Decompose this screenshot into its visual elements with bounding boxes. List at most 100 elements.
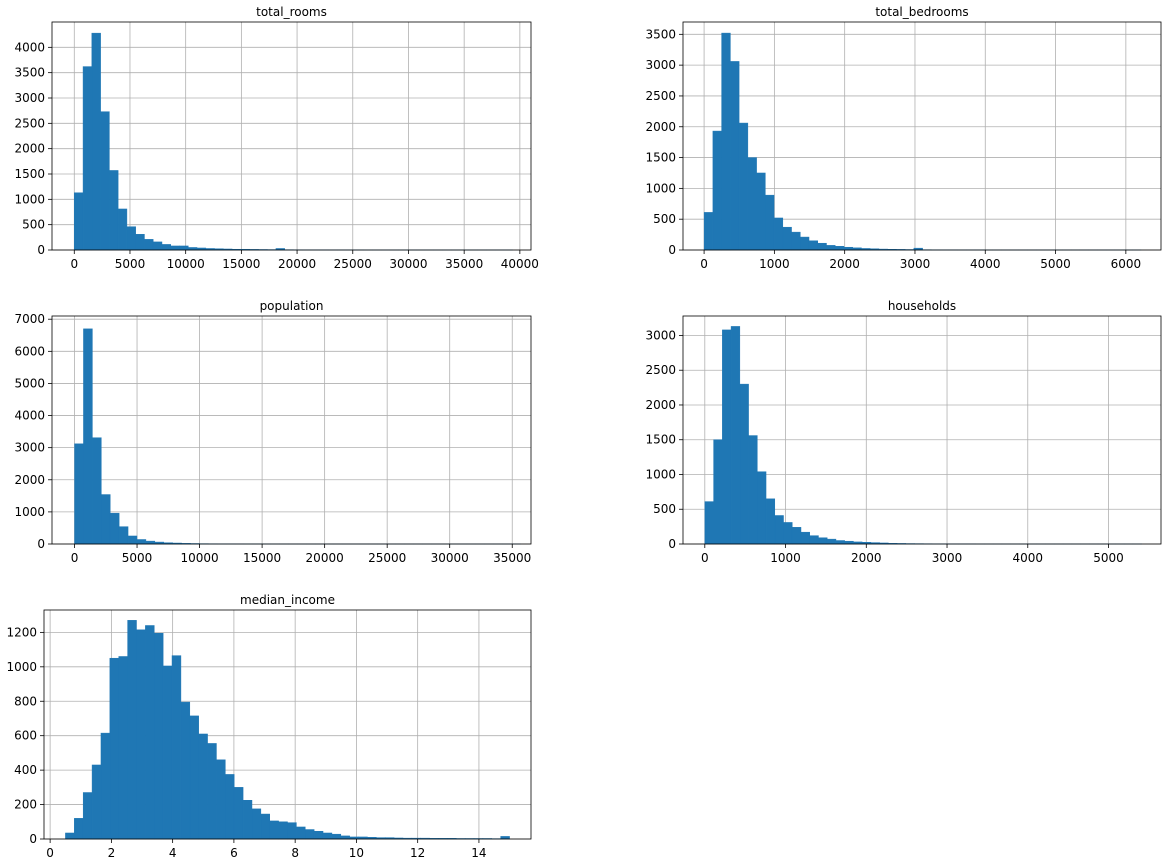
y-tick-label: 4000 <box>14 40 45 54</box>
histogram-bar <box>843 246 853 251</box>
histogram-bar <box>322 832 333 840</box>
histogram-bar <box>152 241 163 251</box>
x-tick-label: 0 <box>701 551 709 565</box>
y-tick-label: 1000 <box>6 660 37 674</box>
histogram-bar <box>154 632 164 840</box>
y-tick-label: 200 <box>14 798 37 812</box>
histogram-bar <box>800 236 810 251</box>
x-tick-label: 0 <box>71 551 79 565</box>
histogram-bar <box>179 245 189 251</box>
histogram-bar <box>145 625 155 840</box>
y-tick-label: 1200 <box>6 625 37 639</box>
histogram-bar <box>109 170 119 251</box>
histogram-bar <box>109 657 119 840</box>
x-tick-label: 25000 <box>334 257 372 271</box>
y-tick-label: 400 <box>14 763 37 777</box>
histogram-bar <box>171 655 182 840</box>
y-tick-label: 0 <box>668 537 676 551</box>
histogram-bar <box>756 172 766 251</box>
histogram-bar <box>74 192 84 251</box>
x-tick-label: 35000 <box>445 257 483 271</box>
histogram-bar <box>748 435 758 545</box>
y-tick-label: 2000 <box>14 142 45 156</box>
histogram-bar <box>127 535 138 545</box>
x-tick-label: 40000 <box>501 257 539 271</box>
x-tick-label: 25000 <box>368 551 406 565</box>
x-tick-label: 15000 <box>222 257 260 271</box>
histogram-bar <box>791 527 802 545</box>
histogram-bar <box>100 111 110 251</box>
histogram-bar <box>835 540 845 545</box>
axes-frame <box>51 315 532 545</box>
x-tick-label: 5000 <box>1040 257 1071 271</box>
histogram-bar <box>251 808 262 840</box>
histogram-bar <box>136 629 146 840</box>
histogram-bar <box>747 157 757 251</box>
y-tick-label: 1500 <box>14 167 45 181</box>
histogram-bar <box>340 835 350 840</box>
histogram-bar <box>738 122 749 251</box>
histogram-bar <box>703 212 714 251</box>
y-tick-label: 0 <box>29 832 37 846</box>
histogram-bar <box>774 515 784 545</box>
x-tick-label: 4000 <box>1013 551 1044 565</box>
histogram-bar <box>713 439 723 545</box>
y-tick-label: 2500 <box>645 363 676 377</box>
histogram-bar <box>722 329 732 545</box>
x-tick-label: 0 <box>46 846 54 860</box>
x-tick-label: 30000 <box>431 551 469 565</box>
histogram-bar <box>773 217 784 251</box>
histogram-bar <box>74 818 84 840</box>
x-tick-label: 10000 <box>180 551 218 565</box>
x-tick-label: 20000 <box>278 257 316 271</box>
y-tick-label: 500 <box>653 212 676 226</box>
axes-frame <box>682 315 1162 545</box>
histogram-bar <box>826 245 836 251</box>
x-tick-label: 15000 <box>243 551 281 565</box>
histogram-bar <box>144 239 154 251</box>
histogram-bar <box>809 535 819 545</box>
y-tick-label: 2500 <box>14 116 45 130</box>
y-tick-label: 1000 <box>14 192 45 206</box>
histogram-bar <box>305 829 315 840</box>
y-tick-label: 0 <box>668 243 676 257</box>
histogram-bar <box>162 665 173 840</box>
histogram-bar <box>791 231 801 251</box>
histogram-bar <box>278 821 288 840</box>
y-tick-label: 3000 <box>645 328 676 342</box>
histogram-bar <box>765 498 776 545</box>
x-tick-label: 1000 <box>770 551 801 565</box>
histogram-bar <box>765 194 775 251</box>
x-tick-label: 2000 <box>829 257 860 271</box>
histogram-bar <box>712 130 722 251</box>
x-tick-label: 5000 <box>122 551 153 565</box>
histogram-total-rooms: 0 5000 10000 15000 20000 25000 30000 35000 40000… <box>14 5 539 271</box>
x-tick-label: 5000 <box>1093 551 1124 565</box>
x-tick-label: 5000 <box>115 257 146 271</box>
y-tick-label: 2000 <box>645 398 676 412</box>
histogram-bar <box>189 715 199 840</box>
subplot-title: households <box>888 299 956 313</box>
histogram-bar <box>800 531 810 545</box>
y-tick-label: 1000 <box>14 505 45 519</box>
x-tick-label: 30000 <box>389 257 427 271</box>
histogram-bar <box>808 240 818 251</box>
y-tick-label: 0 <box>37 243 45 257</box>
x-tick-label: 8 <box>291 846 299 860</box>
y-tick-label: 2500 <box>645 89 676 103</box>
y-tick-label: 1500 <box>645 151 676 165</box>
histogram-bar <box>92 437 102 545</box>
histogram-bar <box>757 471 767 545</box>
histogram-bar <box>242 800 253 840</box>
histogram-bar <box>109 512 120 545</box>
histogram-bar <box>101 494 111 545</box>
histogram-bar <box>100 732 111 840</box>
y-tick-label: 3000 <box>14 441 45 455</box>
histogram-bar <box>818 537 828 545</box>
y-tick-label: 500 <box>653 502 676 516</box>
histogram-bar <box>136 539 147 545</box>
y-tick-label: 2000 <box>14 473 45 487</box>
histogram-bar <box>826 538 837 545</box>
y-tick-label: 1500 <box>645 433 676 447</box>
